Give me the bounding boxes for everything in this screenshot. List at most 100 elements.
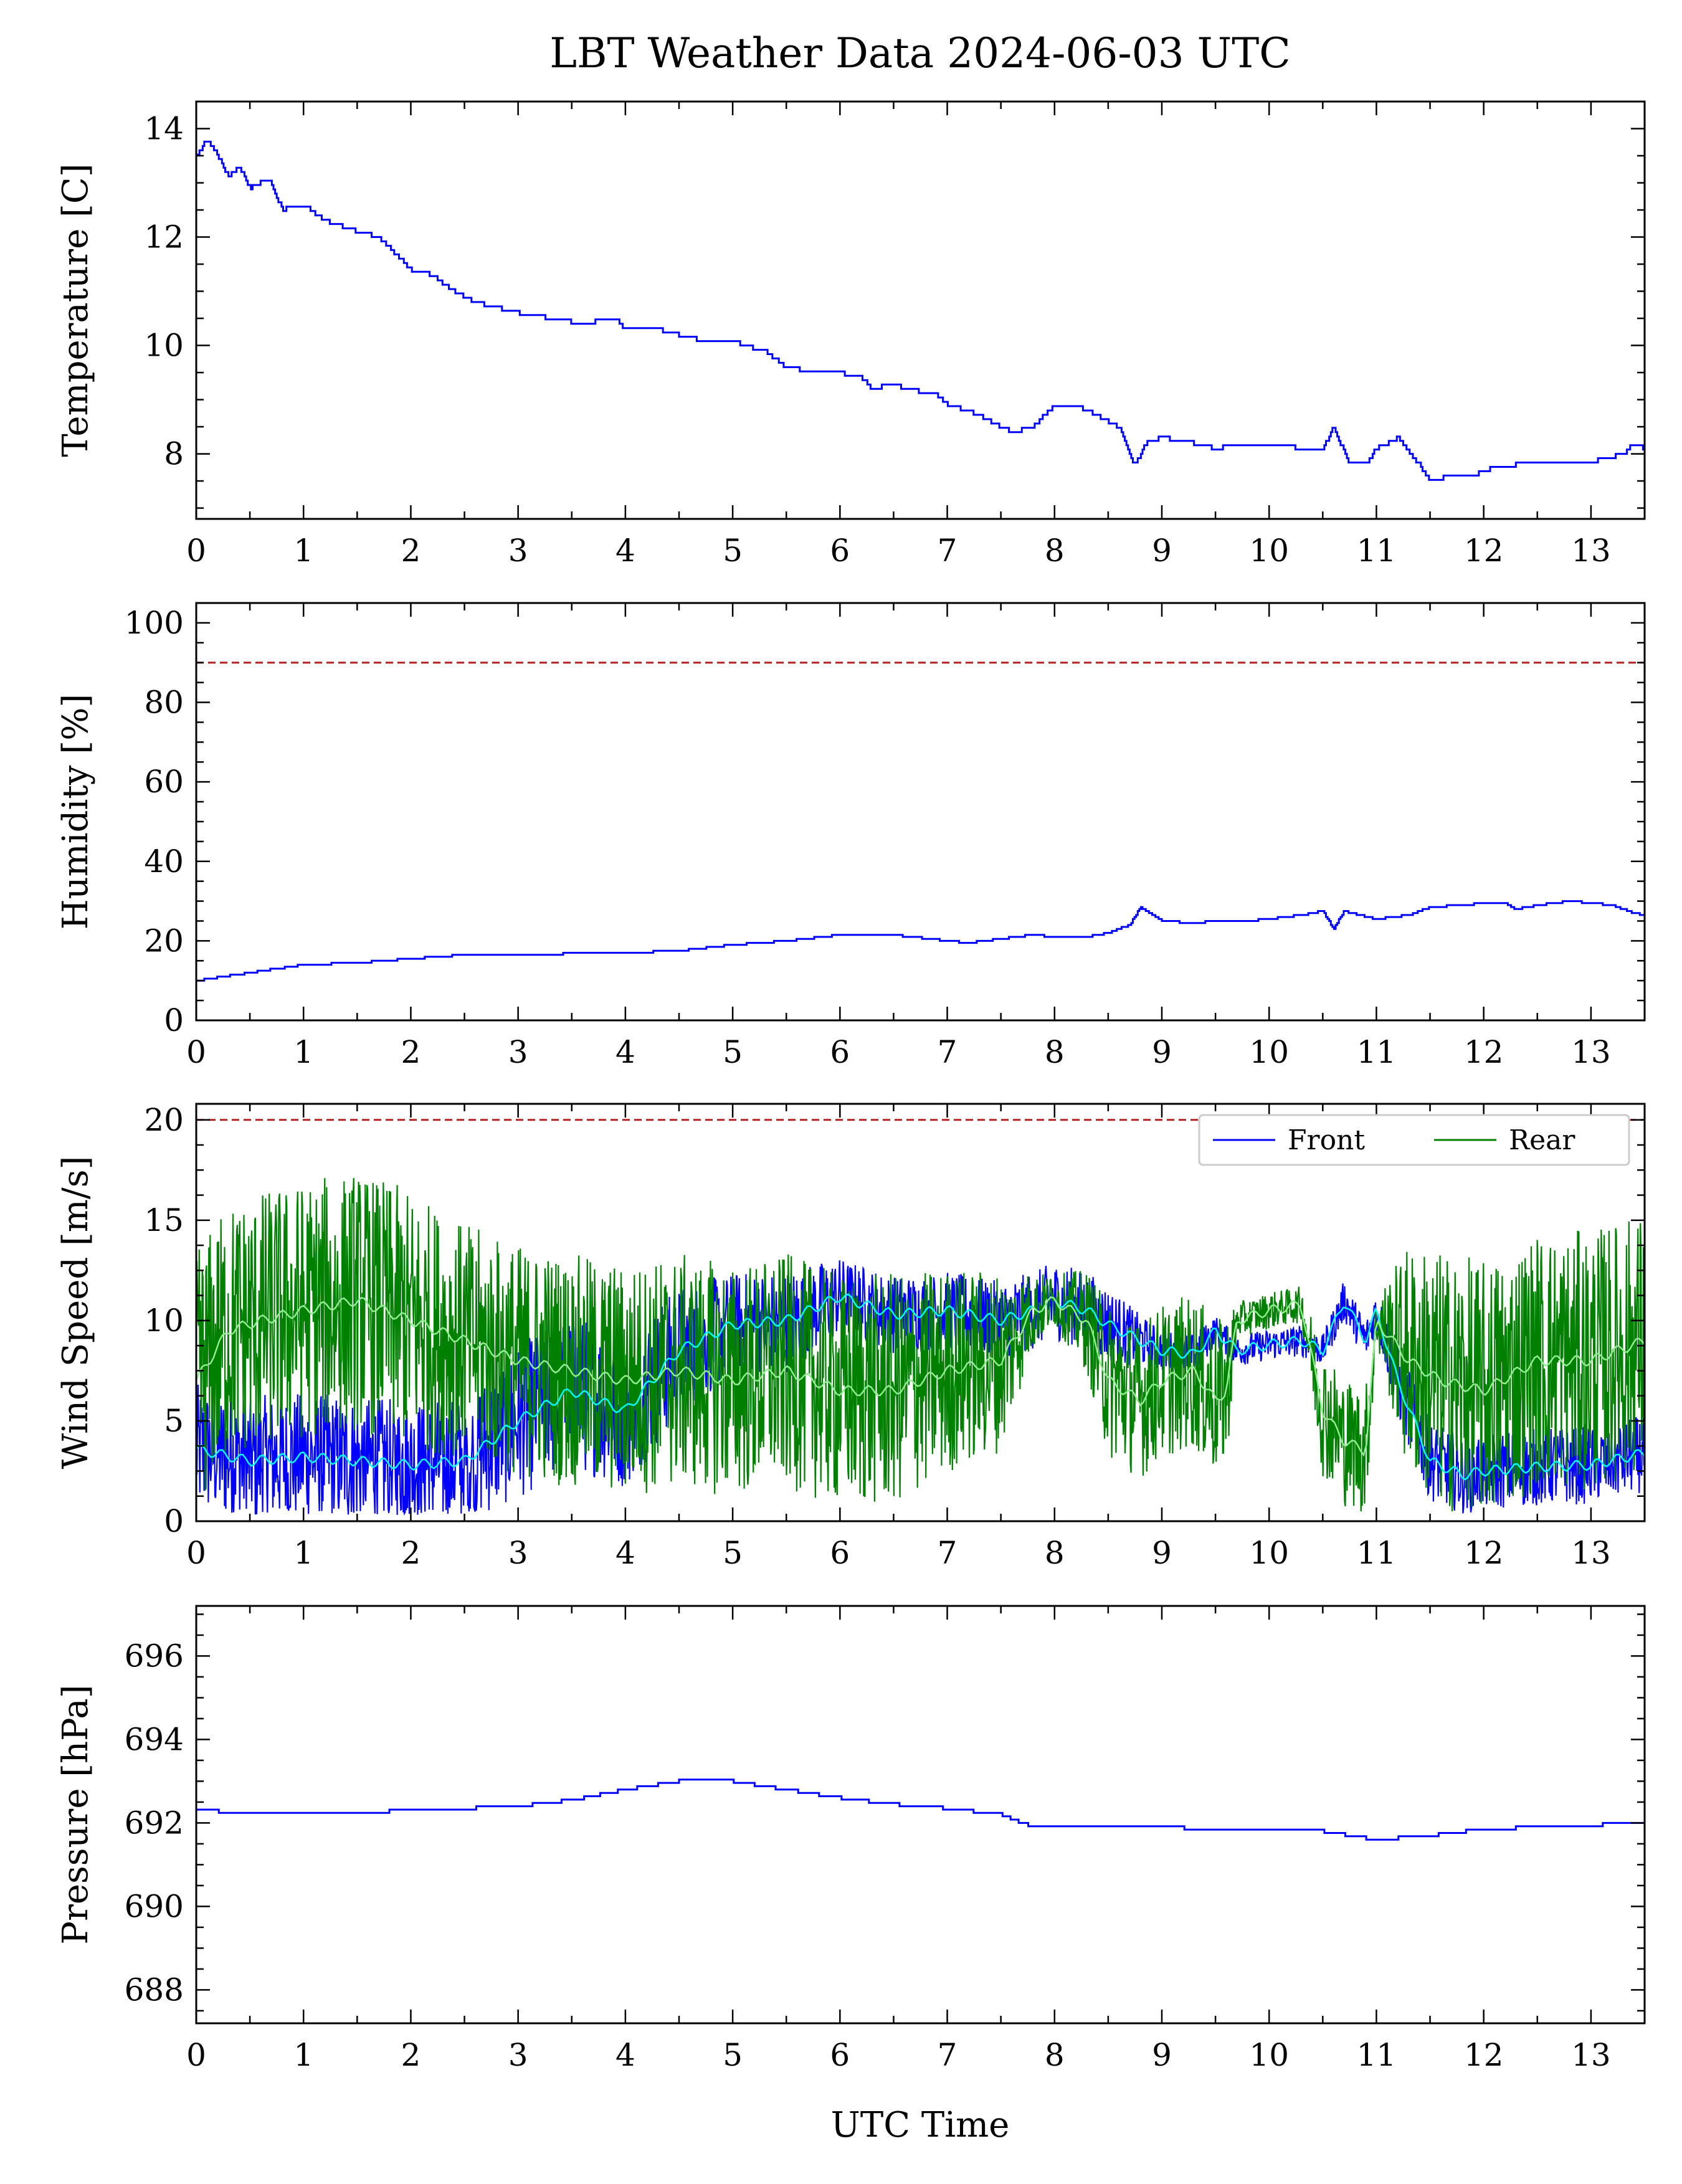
x-tick-label: 5: [723, 533, 743, 569]
x-tick-label: 10: [1249, 533, 1289, 569]
x-tick-label: 10: [1249, 1535, 1289, 1571]
y-axis-label: Pressure [hPa]: [55, 1684, 96, 1944]
series-line-main: [196, 900, 1645, 982]
x-tick-label: 11: [1357, 1034, 1397, 1070]
x-tick-label: 7: [938, 1034, 957, 1070]
x-tick-label: 5: [723, 1535, 743, 1571]
plot-area: [196, 1778, 1645, 1841]
x-tick-label: 9: [1152, 1034, 1172, 1070]
x-tick-label: 12: [1464, 1535, 1504, 1571]
y-axis-label: Wind Speed [m/s]: [55, 1156, 96, 1469]
y-tick-label: 15: [144, 1202, 184, 1238]
y-tick-label: 12: [144, 219, 184, 255]
y-tick-label: 40: [144, 843, 184, 880]
axes-frame: [195, 100, 1646, 520]
x-tick-label: 6: [830, 533, 850, 569]
legend-label-front: Front: [1288, 1124, 1365, 1156]
x-tick-label: 2: [401, 533, 421, 569]
x-tick-label: 9: [1152, 2037, 1172, 2073]
series-line-rear-smoothed: [196, 1296, 1645, 1457]
x-tick-label: 3: [508, 1034, 528, 1070]
x-tick-label: 13: [1571, 2037, 1611, 2073]
y-tick-label: 100: [125, 605, 184, 641]
series-line-front-smoothed: [196, 1293, 1645, 1481]
y-tick-label: 690: [125, 1888, 184, 1924]
x-tick-label: 2: [401, 2037, 421, 2073]
axes-frame: [195, 1605, 1646, 2025]
axes-frame: [195, 1103, 1646, 1522]
x-tick-label: 8: [1045, 2037, 1065, 2073]
x-tick-label: 13: [1571, 1034, 1611, 1070]
series-line-main: [196, 1778, 1645, 1841]
x-tick-label: 12: [1464, 1034, 1504, 1070]
x-tick-label: 2: [401, 1034, 421, 1070]
y-tick-label: 696: [125, 1638, 184, 1674]
x-tick-label: 3: [508, 533, 528, 569]
axes-frame: [195, 602, 1646, 1022]
x-tick-label: 11: [1357, 533, 1397, 569]
x-tick-label: 0: [186, 1535, 206, 1571]
plot-area: [196, 662, 1645, 982]
y-tick-label: 0: [164, 1503, 184, 1539]
subplot-pressure-hpa: 0 1 2 3 4 5 6 7 8 9 10 11 12 13688690692694696Pressur…: [55, 1605, 1646, 2073]
x-tick-label: 4: [615, 2037, 635, 2073]
x-tick-label: 1: [293, 2037, 313, 2073]
x-tick-label: 8: [1045, 1034, 1065, 1070]
legend-label-rear: Rear: [1509, 1124, 1575, 1156]
x-tick-label: 4: [615, 1535, 635, 1571]
x-tick-label: 9: [1152, 533, 1172, 569]
x-tick-label: 11: [1357, 2037, 1397, 2073]
x-tick-label: 0: [186, 533, 206, 569]
y-tick-label: 20: [144, 923, 184, 959]
x-tick-label: 5: [723, 2037, 743, 2073]
x-tick-label: 10: [1249, 2037, 1289, 2073]
x-tick-label: 1: [293, 1034, 313, 1070]
x-tick-label: 12: [1464, 2037, 1504, 2073]
y-tick-label: 694: [125, 1721, 184, 1757]
x-tick-label: 13: [1571, 1535, 1611, 1571]
y-tick-label: 688: [125, 1972, 184, 2008]
x-tick-label: 9: [1152, 1535, 1172, 1571]
x-tick-label: 1: [293, 533, 313, 569]
x-tick-label: 6: [830, 1535, 850, 1571]
x-tick-label: 1: [293, 1535, 313, 1571]
x-tick-label: 0: [186, 2037, 206, 2073]
y-tick-label: 8: [164, 436, 184, 472]
y-axis-label: Humidity [%]: [55, 694, 96, 930]
series-line-main: [196, 140, 1645, 481]
x-tick-label: 13: [1571, 533, 1611, 569]
x-tick-label: 7: [938, 2037, 957, 2073]
x-tick-label: 10: [1249, 1034, 1289, 1070]
x-tick-label: 5: [723, 1034, 743, 1070]
y-tick-label: 20: [144, 1102, 184, 1138]
legend: Front Rear: [1198, 1114, 1630, 1166]
x-tick-label: 8: [1045, 1535, 1065, 1571]
x-tick-label: 2: [401, 1535, 421, 1571]
x-tick-label: 6: [830, 2037, 850, 2073]
chart-title: LBT Weather Data 2024-06-03 UTC: [549, 29, 1291, 77]
x-tick-label: 4: [615, 533, 635, 569]
plot-area: [196, 1119, 1645, 1516]
x-tick-label: 0: [186, 1034, 206, 1070]
x-tick-label: 6: [830, 1034, 850, 1070]
y-tick-label: 60: [144, 764, 184, 800]
y-tick-label: 10: [144, 1303, 184, 1339]
x-tick-label: 11: [1357, 1535, 1397, 1571]
y-tick-label: 5: [164, 1403, 184, 1439]
y-axis-label: Temperature [C]: [55, 163, 96, 457]
y-tick-label: 10: [144, 328, 184, 364]
x-tick-label: 3: [508, 1535, 528, 1571]
legend-box: [1198, 1114, 1630, 1166]
y-tick-label: 14: [144, 111, 184, 147]
series-line-rear-raw: [196, 1178, 1645, 1512]
x-tick-label: 4: [615, 1034, 635, 1070]
x-tick-label: 3: [508, 2037, 528, 2073]
x-tick-label: 12: [1464, 533, 1504, 569]
y-tick-label: 0: [164, 1002, 184, 1038]
y-tick-label: 692: [125, 1805, 184, 1841]
